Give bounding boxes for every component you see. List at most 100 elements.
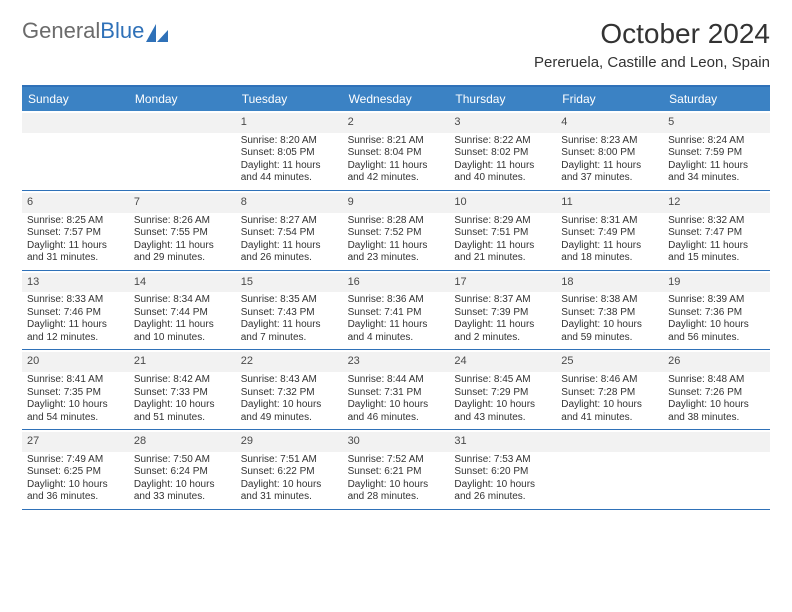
day-header: Thursday: [449, 87, 556, 111]
calendar: SundayMondayTuesdayWednesdayThursdayFrid…: [22, 85, 770, 510]
sunset-label: Sunset: 7:57 PM: [27, 227, 124, 240]
day-header: Monday: [129, 87, 236, 111]
day-cell: 6Sunrise: 8:25 AMSunset: 7:57 PMDaylight…: [22, 191, 129, 270]
daylight-label: Daylight: 11 hours and 26 minutes.: [241, 240, 338, 265]
day-number: [556, 432, 663, 452]
daylight-label: Daylight: 10 hours and 31 minutes.: [241, 479, 338, 504]
daylight-label: Daylight: 10 hours and 26 minutes.: [454, 479, 551, 504]
day-header: Sunday: [22, 87, 129, 111]
day-number: 25: [556, 352, 663, 372]
daylight-label: Daylight: 10 hours and 38 minutes.: [668, 399, 765, 424]
sunset-label: Sunset: 7:51 PM: [454, 227, 551, 240]
daylight-label: Daylight: 11 hours and 40 minutes.: [454, 160, 551, 185]
sunset-label: Sunset: 7:39 PM: [454, 307, 551, 320]
day-cell: 7Sunrise: 8:26 AMSunset: 7:55 PMDaylight…: [129, 191, 236, 270]
day-number: 6: [22, 193, 129, 213]
sunrise-label: Sunrise: 8:24 AM: [668, 135, 765, 148]
daylight-label: Daylight: 10 hours and 54 minutes.: [27, 399, 124, 424]
sunrise-label: Sunrise: 8:41 AM: [27, 374, 124, 387]
day-number: 26: [663, 352, 770, 372]
sunrise-label: Sunrise: 8:35 AM: [241, 294, 338, 307]
day-cell: 31Sunrise: 7:53 AMSunset: 6:20 PMDayligh…: [449, 430, 556, 509]
day-number: 11: [556, 193, 663, 213]
sunset-label: Sunset: 8:04 PM: [348, 147, 445, 160]
day-number: [663, 432, 770, 452]
day-cell: 17Sunrise: 8:37 AMSunset: 7:39 PMDayligh…: [449, 271, 556, 350]
daylight-label: Daylight: 10 hours and 28 minutes.: [348, 479, 445, 504]
day-cell: 20Sunrise: 8:41 AMSunset: 7:35 PMDayligh…: [22, 350, 129, 429]
sunrise-label: Sunrise: 8:43 AM: [241, 374, 338, 387]
day-header: Tuesday: [236, 87, 343, 111]
day-number: [129, 113, 236, 133]
day-cell: 18Sunrise: 8:38 AMSunset: 7:38 PMDayligh…: [556, 271, 663, 350]
day-number: 29: [236, 432, 343, 452]
brand-logo: GeneralBlue: [22, 18, 168, 44]
day-number: 4: [556, 113, 663, 133]
day-cell: 11 Sunrise: 8:31 AMSunset: 7:49 PMDayligh…: [556, 191, 663, 270]
sunrise-label: Sunrise: 7:50 AM: [134, 454, 231, 467]
daylight-label: Daylight: 11 hours and 15 minutes.: [668, 240, 765, 265]
daylight-label: Daylight: 10 hours and 33 minutes.: [134, 479, 231, 504]
sunrise-label: Sunrise: 8:38 AM: [561, 294, 658, 307]
sunset-label: Sunset: 6:21 PM: [348, 466, 445, 479]
day-number: 10: [449, 193, 556, 213]
daylight-label: Daylight: 11 hours and 18 minutes.: [561, 240, 658, 265]
week-row: 1Sunrise: 8:20 AMSunset: 8:05 PMDaylight…: [22, 111, 770, 191]
sunset-label: Sunset: 7:55 PM: [134, 227, 231, 240]
day-cell: 10Sunrise: 8:29 AMSunset: 7:51 PMDayligh…: [449, 191, 556, 270]
sunrise-label: Sunrise: 8:34 AM: [134, 294, 231, 307]
week-row: 13Sunrise: 8:33 AMSunset: 7:46 PMDayligh…: [22, 271, 770, 351]
day-number: 18: [556, 273, 663, 293]
sunset-label: Sunset: 6:24 PM: [134, 466, 231, 479]
sunset-label: Sunset: 7:36 PM: [668, 307, 765, 320]
day-number: 3: [449, 113, 556, 133]
day-number: 13: [22, 273, 129, 293]
day-cell: 30Sunrise: 7:52 AMSunset: 6:21 PMDayligh…: [343, 430, 450, 509]
day-cell: 25Sunrise: 8:46 AMSunset: 7:28 PMDayligh…: [556, 350, 663, 429]
sail-icon: [146, 22, 168, 40]
day-number: 8: [236, 193, 343, 213]
day-cell: 13Sunrise: 8:33 AMSunset: 7:46 PMDayligh…: [22, 271, 129, 350]
sunset-label: Sunset: 7:38 PM: [561, 307, 658, 320]
sunset-label: Sunset: 8:00 PM: [561, 147, 658, 160]
day-number: 23: [343, 352, 450, 372]
sunrise-label: Sunrise: 8:26 AM: [134, 215, 231, 228]
empty-cell: [129, 111, 236, 190]
sunset-label: Sunset: 7:41 PM: [348, 307, 445, 320]
day-number: [22, 113, 129, 133]
day-cell: 1Sunrise: 8:20 AMSunset: 8:05 PMDaylight…: [236, 111, 343, 190]
day-number: 5: [663, 113, 770, 133]
day-header: Wednesday: [343, 87, 450, 111]
location-label: Pereruela, Castille and Leon, Spain: [534, 54, 770, 71]
title-block: October 2024 Pereruela, Castille and Leo…: [534, 18, 770, 71]
day-number: 17: [449, 273, 556, 293]
sunrise-label: Sunrise: 8:29 AM: [454, 215, 551, 228]
day-number: 1: [236, 113, 343, 133]
sunset-label: Sunset: 7:47 PM: [668, 227, 765, 240]
day-number: 7: [129, 193, 236, 213]
sunrise-label: Sunrise: 7:52 AM: [348, 454, 445, 467]
sunset-label: Sunset: 7:43 PM: [241, 307, 338, 320]
day-number: 15: [236, 273, 343, 293]
day-number: 19: [663, 273, 770, 293]
sunset-label: Sunset: 7:44 PM: [134, 307, 231, 320]
sunset-label: Sunset: 7:31 PM: [348, 387, 445, 400]
day-number: 31: [449, 432, 556, 452]
day-cell: 14Sunrise: 8:34 AMSunset: 7:44 PMDayligh…: [129, 271, 236, 350]
day-number: 16: [343, 273, 450, 293]
day-number: 9: [343, 193, 450, 213]
sunrise-label: Sunrise: 8:25 AM: [27, 215, 124, 228]
sunrise-label: Sunrise: 8:22 AM: [454, 135, 551, 148]
day-number: 22: [236, 352, 343, 372]
day-cell: 28Sunrise: 7:50 AMSunset: 6:24 PMDayligh…: [129, 430, 236, 509]
sunset-label: Sunset: 6:22 PM: [241, 466, 338, 479]
daylight-label: Daylight: 11 hours and 4 minutes.: [348, 319, 445, 344]
day-cell: 8Sunrise: 8:27 AMSunset: 7:54 PMDaylight…: [236, 191, 343, 270]
sunrise-label: Sunrise: 8:45 AM: [454, 374, 551, 387]
sunrise-label: Sunrise: 7:51 AM: [241, 454, 338, 467]
sunrise-label: Sunrise: 8:31 AM: [561, 215, 658, 228]
sunset-label: Sunset: 7:49 PM: [561, 227, 658, 240]
sunset-label: Sunset: 7:29 PM: [454, 387, 551, 400]
day-cell: 16Sunrise: 8:36 AMSunset: 7:41 PMDayligh…: [343, 271, 450, 350]
sunset-label: Sunset: 8:02 PM: [454, 147, 551, 160]
